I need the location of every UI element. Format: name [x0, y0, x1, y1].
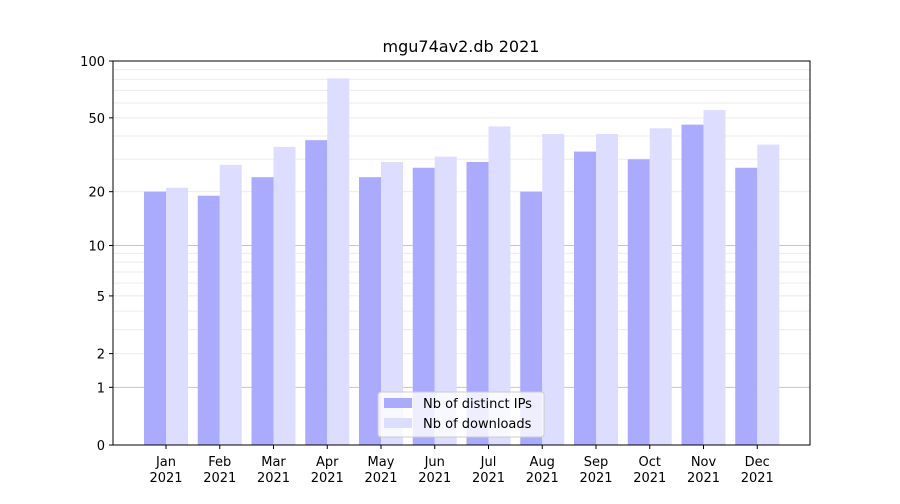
bar-downloads	[434, 156, 457, 445]
x-tick-label: Jul	[480, 455, 497, 470]
y-tick-label: 1	[97, 381, 105, 396]
x-tick-label: May	[368, 455, 395, 470]
x-tick-label: 2021	[418, 471, 451, 486]
x-tick-label: 2021	[472, 471, 505, 486]
x-tick-label: Apr	[316, 455, 339, 470]
legend: Nb of distinct IPs Nb of downloads	[377, 391, 545, 438]
x-tick-label: Jan	[155, 455, 176, 470]
bar-downloads	[327, 78, 350, 446]
y-tick-label: 5	[97, 290, 105, 305]
x-tick-label: 2021	[741, 471, 774, 486]
x-tick-label: 2021	[579, 471, 612, 486]
bar-distinct-ips	[681, 124, 704, 446]
y-tick-label: 2	[97, 348, 105, 363]
bar-distinct-ips	[251, 177, 274, 446]
bar-distinct-ips	[305, 140, 328, 445]
x-tick-label: 2021	[633, 471, 666, 486]
bar-downloads	[649, 128, 672, 445]
legend-swatch	[384, 398, 412, 408]
bar-distinct-ips	[520, 191, 543, 445]
bar-distinct-ips	[144, 191, 166, 445]
bar-downloads	[273, 146, 296, 445]
bar-downloads	[542, 134, 565, 445]
x-tick-label: 2021	[149, 471, 182, 486]
x-tick-label: Mar	[261, 455, 286, 470]
y-tick-label: 50	[88, 112, 105, 127]
x-tick-label: Oct	[639, 455, 661, 470]
bar-distinct-ips	[197, 195, 220, 445]
legend-label: Nb of downloads	[423, 417, 532, 432]
x-tick-label: 2021	[311, 471, 344, 486]
bar-distinct-ips	[574, 151, 596, 445]
bar-distinct-ips	[627, 159, 650, 445]
y-tick-label: 20	[88, 186, 105, 201]
legend-label: Nb of distinct IPs	[423, 397, 532, 412]
bar-downloads	[381, 162, 403, 445]
plot-frame	[112, 60, 811, 446]
bar-distinct-ips	[412, 167, 435, 445]
x-tick-label: Dec	[745, 455, 770, 470]
x-tick-label: 2021	[364, 471, 397, 486]
chart-title: mgu74av2.db 2021	[383, 37, 540, 56]
x-tick-label: 2021	[526, 471, 559, 486]
bar-downloads	[703, 110, 726, 446]
bar-downloads	[219, 164, 242, 445]
x-tick-label: Feb	[208, 455, 231, 470]
x-tick-label: Sep	[584, 455, 609, 470]
x-tick-label: Jun	[424, 455, 445, 470]
bar-downloads	[166, 187, 188, 445]
x-tick-label: 2021	[203, 471, 236, 486]
y-tick-label: 0	[97, 439, 105, 454]
legend-swatch	[384, 418, 412, 428]
x-tick-label: 2021	[257, 471, 290, 486]
bar-downloads	[596, 134, 618, 445]
bar-distinct-ips	[359, 177, 381, 446]
bar-distinct-ips	[735, 167, 758, 445]
bar-downloads	[488, 126, 511, 445]
y-tick-label: 100	[80, 55, 105, 70]
x-tick-label: 2021	[687, 471, 720, 486]
y-tick-label: 10	[88, 239, 105, 254]
x-tick-label: Nov	[691, 455, 717, 470]
bar-downloads	[757, 144, 780, 445]
x-tick-label: Aug	[530, 455, 555, 470]
legend-box	[377, 391, 545, 438]
bar-distinct-ips	[466, 162, 489, 445]
